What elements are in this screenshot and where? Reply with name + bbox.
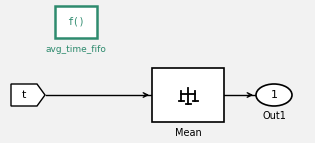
Text: Mean: Mean	[175, 128, 201, 138]
Polygon shape	[11, 84, 45, 106]
Text: Out1: Out1	[262, 111, 286, 121]
Text: 1: 1	[271, 90, 278, 100]
Text: f(): f()	[67, 17, 85, 27]
Bar	[55, 6, 97, 38]
Ellipse shape	[256, 84, 292, 106]
Text: t: t	[22, 90, 26, 100]
Bar	[152, 68, 224, 122]
Text: avg_time_fifo: avg_time_fifo	[46, 45, 106, 54]
